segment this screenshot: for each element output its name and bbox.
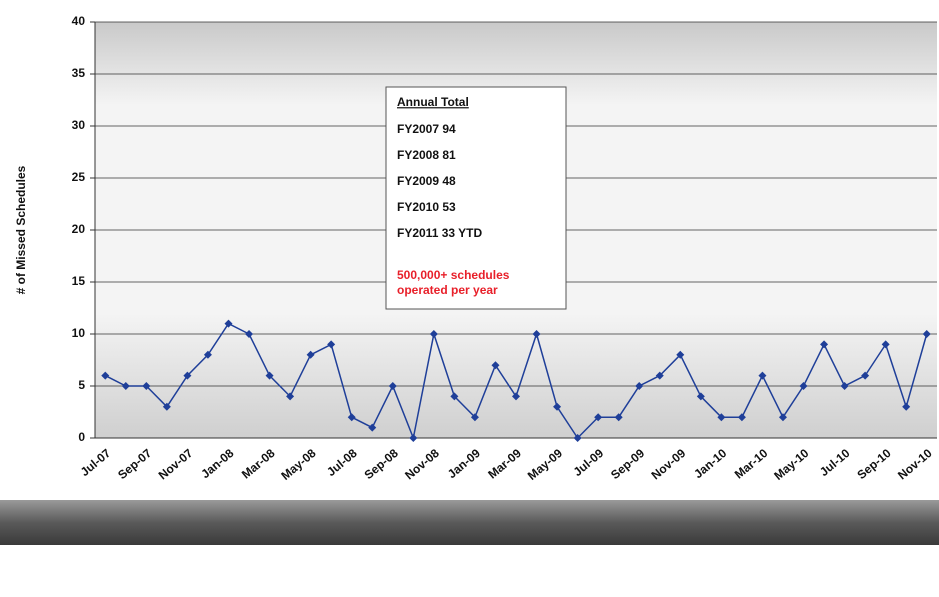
x-tick-label: Sep-08 <box>362 446 401 482</box>
data-point <box>203 350 212 359</box>
x-tick-label: Nov-10 <box>895 446 935 483</box>
x-tick-label: Jul-09 <box>571 446 607 479</box>
y-tick-label: 5 <box>78 378 85 392</box>
data-point <box>553 402 562 411</box>
data-point <box>635 382 644 390</box>
annotation-box: Annual Total FY2007 94 FY2008 81 FY2009 48… <box>385 86 567 310</box>
data-point <box>470 413 479 422</box>
y-tick-label: 40 <box>72 14 86 28</box>
x-tick-label: May-08 <box>278 446 318 483</box>
data-point <box>142 382 151 390</box>
data-point <box>429 330 438 338</box>
data-point <box>922 330 931 338</box>
data-point <box>840 382 849 390</box>
y-tick-label: 35 <box>72 66 86 80</box>
data-point <box>573 434 582 442</box>
x-tick-label: Nov-08 <box>402 446 442 483</box>
x-tick-label: May-10 <box>771 446 811 483</box>
annotation-frame <box>385 86 567 310</box>
data-point <box>902 402 911 411</box>
data-point <box>224 319 233 328</box>
data-point <box>696 392 705 401</box>
data-point <box>717 413 726 422</box>
data-point <box>162 402 171 411</box>
annotation-line: FY2010 53 <box>397 200 456 214</box>
x-tick-label: Nov-07 <box>156 446 196 483</box>
data-point <box>799 382 808 390</box>
data-point <box>532 330 541 338</box>
data-point <box>101 371 110 380</box>
x-tick-label: May-09 <box>525 446 565 483</box>
x-tick-label: Jan-08 <box>198 446 236 481</box>
x-tick-label: Jan-10 <box>691 446 729 481</box>
data-point <box>758 371 767 380</box>
data-point <box>121 382 130 390</box>
data-point <box>347 413 356 422</box>
y-tick-label: 20 <box>72 222 86 236</box>
y-tick-label: 15 <box>72 274 86 288</box>
data-point <box>881 340 890 349</box>
data-point <box>820 340 829 349</box>
x-tick-label: Nov-09 <box>649 446 689 483</box>
annotation-line: FY2011 33 YTD <box>397 226 483 240</box>
data-point <box>286 392 295 401</box>
x-tick-label: Mar-08 <box>239 446 278 482</box>
x-tick-label: Mar-10 <box>732 446 771 482</box>
annotation-line: FY2009 48 <box>397 174 456 188</box>
x-tick-label: Jul-10 <box>817 446 853 479</box>
y-tick-label: 25 <box>72 170 86 184</box>
data-point <box>368 423 377 432</box>
data-point <box>327 340 336 349</box>
data-point <box>306 350 315 359</box>
y-tick-label: 10 <box>72 326 86 340</box>
x-tick-label: Sep-09 <box>608 446 647 482</box>
annotation-line: FY2007 94 <box>397 122 456 136</box>
data-point <box>265 371 274 380</box>
x-tick-label: Mar-09 <box>485 446 524 482</box>
data-point <box>676 350 685 359</box>
data-point <box>512 392 520 401</box>
annotation-title: Annual Total <box>397 95 469 109</box>
data-point <box>491 361 500 370</box>
data-point <box>450 392 459 401</box>
annotation-line: FY2008 81 <box>397 148 456 162</box>
data-point <box>183 371 192 380</box>
y-axis-label: # of Missed Schedules <box>14 165 28 294</box>
data-point <box>409 434 418 442</box>
data-point <box>245 330 254 338</box>
x-tick-label: Jul-08 <box>324 446 360 479</box>
annotation-note: 500,000+ schedules <box>397 268 510 282</box>
y-tick-label: 0 <box>78 430 85 444</box>
x-tick-label: Sep-07 <box>115 446 154 482</box>
data-point <box>737 413 746 422</box>
data-point <box>861 371 870 380</box>
data-point <box>655 371 664 380</box>
annotation-note: operated per year <box>397 283 498 297</box>
data-point <box>614 413 623 422</box>
footer-bar <box>0 500 939 545</box>
x-tick-label: Jan-09 <box>445 446 483 481</box>
y-tick-label: 30 <box>72 118 86 132</box>
x-tick-label: Sep-10 <box>854 446 893 482</box>
data-point <box>388 382 397 390</box>
data-point <box>594 413 603 422</box>
x-tick-label: Jul-07 <box>78 446 114 479</box>
data-point <box>778 413 787 422</box>
